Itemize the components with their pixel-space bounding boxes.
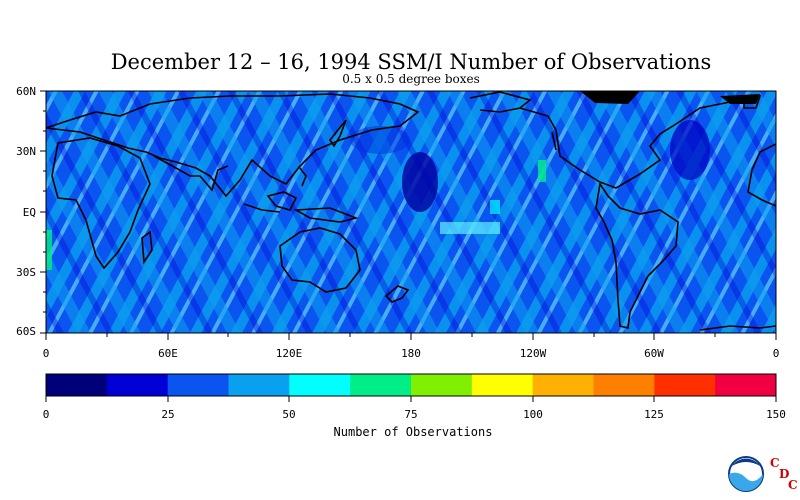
cdc-letter-1: C xyxy=(770,456,780,470)
colorbar-swatch xyxy=(593,374,655,396)
lat-label-60n: 60N xyxy=(16,85,36,98)
colorbar-swatch xyxy=(532,374,594,396)
colorbar-label-125: 125 xyxy=(644,408,664,421)
colorbar-label-25: 25 xyxy=(161,408,175,421)
colorbar-swatch xyxy=(715,374,777,396)
cdc-letter-2: D xyxy=(779,467,790,481)
cdc-letter-3: C xyxy=(788,478,798,492)
colorbar-swatch xyxy=(654,374,716,396)
colorbar-swatch xyxy=(471,374,534,396)
lon-label-60e: 60E xyxy=(158,347,178,360)
map-subtitle: 0.5 x 0.5 degree boxes xyxy=(342,72,480,86)
colorbar-title: Number of Observations xyxy=(333,425,493,439)
colorbar-label-150: 150 xyxy=(766,408,786,421)
map-title: December 12 – 16, 1994 SSM/I Number of O… xyxy=(110,50,712,74)
colorbar-label-50: 50 xyxy=(282,408,296,421)
colorbar-swatch xyxy=(228,374,290,396)
coastlines xyxy=(46,91,776,331)
colorbar xyxy=(45,373,777,397)
lon-label-120e: 120E xyxy=(275,347,303,360)
lon-label-0-end: 0 xyxy=(772,347,780,360)
colorbar-label-75: 75 xyxy=(404,408,418,421)
lat-label-eq: EQ xyxy=(22,206,36,219)
lat-label-30s: 30S xyxy=(16,266,36,279)
colorbar-swatch xyxy=(167,374,229,396)
lon-label-60w: 60W xyxy=(644,347,664,360)
colorbar-swatch xyxy=(289,374,351,396)
lat-label-60s: 60S xyxy=(16,325,36,338)
observation-density-field xyxy=(46,91,776,333)
lon-label-0: 0 xyxy=(42,347,50,360)
colorbar-label-0: 0 xyxy=(42,408,50,421)
lon-label-180: 180 xyxy=(401,347,421,360)
lon-label-120w: 120W xyxy=(519,347,547,360)
colorbar-swatch xyxy=(106,374,169,396)
noaa-logo xyxy=(728,456,764,492)
colorbar-label-100: 100 xyxy=(523,408,543,421)
colorbar-swatch xyxy=(350,374,412,396)
axis-ticks xyxy=(40,90,777,340)
colorbar-swatch xyxy=(46,374,108,396)
colorbar-swatch xyxy=(411,374,473,396)
colorbar-ticks xyxy=(45,396,777,402)
lat-label-30n: 30N xyxy=(16,145,36,158)
